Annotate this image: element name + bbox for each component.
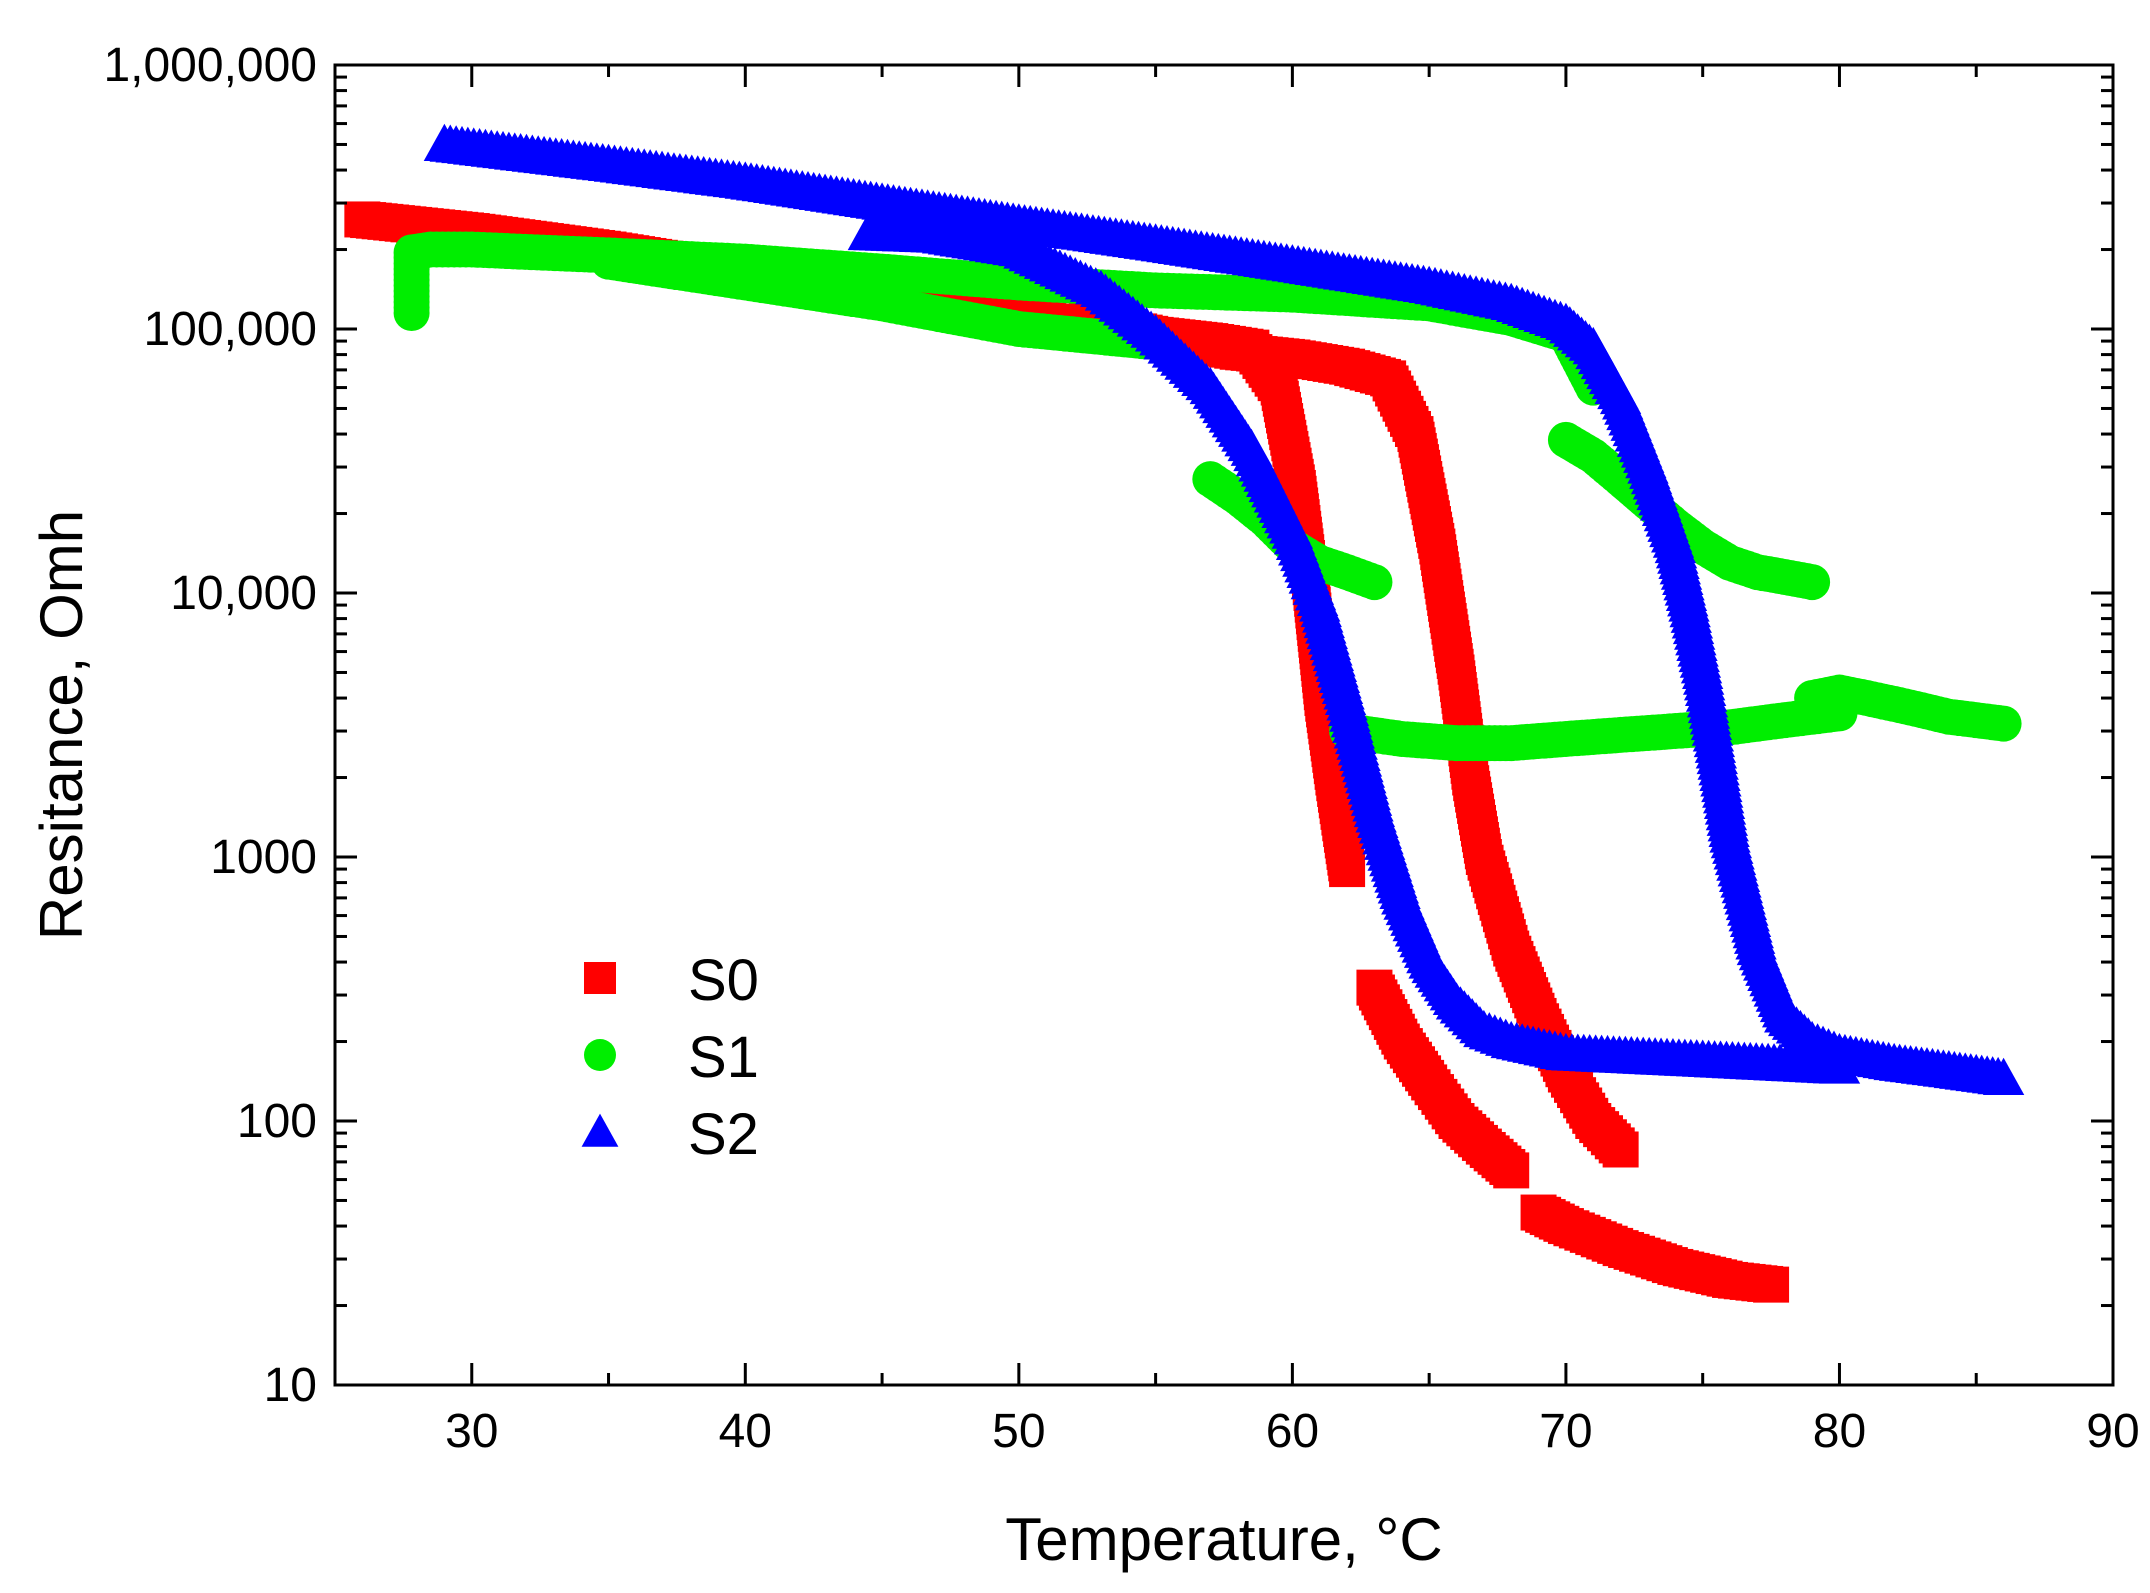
data-point-s2: [1982, 1057, 2025, 1095]
y-axis-title: Resitance, Omh: [28, 510, 95, 940]
y-tick-label: 10,000: [170, 567, 317, 620]
legend-label-s2: S2: [688, 1102, 759, 1167]
data-point-s0: [1753, 1266, 1790, 1303]
series-s1: [393, 231, 2022, 762]
y-tick-label: 10: [264, 1359, 317, 1412]
legend-label-s0: S0: [688, 948, 759, 1013]
legend-marker-s0: [584, 962, 616, 994]
legend-marker-s2: [581, 1113, 619, 1147]
y-tick-label: 1,000,000: [103, 39, 317, 92]
data-point-s1: [1985, 705, 2022, 742]
legend: S0 S1 S2: [581, 948, 759, 1167]
x-axis-title: Temperature, °C: [1005, 1506, 1443, 1573]
y-tick-label: 100: [237, 1095, 317, 1148]
x-tick-label: 60: [1266, 1405, 1319, 1458]
y-tick-label: 100,000: [143, 303, 317, 356]
plot-frame: [333, 63, 2115, 1387]
data-point-s0: [1493, 1152, 1530, 1189]
data-point-s2: [1818, 1046, 1861, 1084]
x-tick-label: 90: [2086, 1405, 2139, 1458]
legend-label-s1: S1: [688, 1025, 759, 1090]
x-tick-label: 50: [992, 1405, 1045, 1458]
x-tick-label: 70: [1539, 1405, 1592, 1458]
data-point-s0: [1602, 1131, 1639, 1168]
data-point-s1: [1356, 564, 1393, 601]
series-s2: [423, 123, 2025, 1095]
data-point-s0: [1329, 851, 1366, 888]
plot-marks: [344, 123, 2025, 1303]
x-tick-label: 40: [719, 1405, 772, 1458]
data-point-s1: [1794, 564, 1831, 601]
x-tick-label: 30: [445, 1405, 498, 1458]
axes: 30 40 50 60 70 80 90 10 100 1000 10,000 100,000 1,00…: [103, 39, 2139, 1458]
x-tick-label: 80: [1813, 1405, 1866, 1458]
legend-marker-s1: [584, 1039, 616, 1071]
y-tick-label: 1000: [210, 831, 317, 884]
